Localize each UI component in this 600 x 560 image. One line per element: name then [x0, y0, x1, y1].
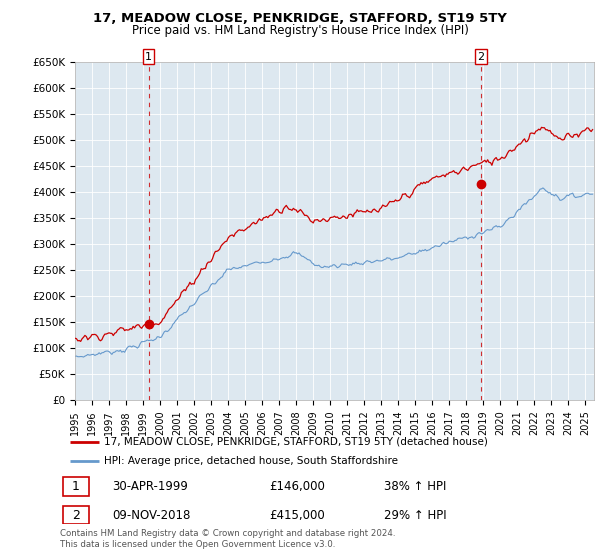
- Text: £415,000: £415,000: [269, 508, 325, 521]
- Text: HPI: Average price, detached house, South Staffordshire: HPI: Average price, detached house, Sout…: [104, 456, 398, 466]
- Text: 29% ↑ HPI: 29% ↑ HPI: [383, 508, 446, 521]
- Text: 30-APR-1999: 30-APR-1999: [112, 480, 188, 493]
- Text: 17, MEADOW CLOSE, PENKRIDGE, STAFFORD, ST19 5TY: 17, MEADOW CLOSE, PENKRIDGE, STAFFORD, S…: [93, 12, 507, 25]
- Text: Price paid vs. HM Land Registry's House Price Index (HPI): Price paid vs. HM Land Registry's House …: [131, 24, 469, 37]
- Text: 1: 1: [145, 52, 152, 62]
- Bar: [62, 478, 89, 496]
- Text: 38% ↑ HPI: 38% ↑ HPI: [383, 480, 446, 493]
- Text: 17, MEADOW CLOSE, PENKRIDGE, STAFFORD, ST19 5TY (detached house): 17, MEADOW CLOSE, PENKRIDGE, STAFFORD, S…: [104, 437, 488, 447]
- Text: Contains HM Land Registry data © Crown copyright and database right 2024.
This d: Contains HM Land Registry data © Crown c…: [60, 529, 395, 549]
- Text: 2: 2: [72, 508, 80, 521]
- Text: 2: 2: [478, 52, 485, 62]
- Text: 1: 1: [72, 480, 80, 493]
- Bar: [62, 506, 89, 524]
- Text: £146,000: £146,000: [269, 480, 325, 493]
- Text: 09-NOV-2018: 09-NOV-2018: [112, 508, 191, 521]
